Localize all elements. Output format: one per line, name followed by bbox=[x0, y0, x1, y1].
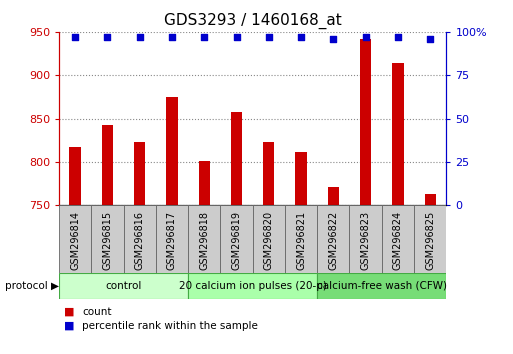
Point bbox=[71, 34, 79, 40]
Text: GSM296814: GSM296814 bbox=[70, 211, 80, 270]
Bar bbox=[414, 205, 446, 273]
Bar bbox=[349, 205, 382, 273]
Bar bbox=[360, 39, 371, 205]
Point bbox=[168, 34, 176, 40]
Bar bbox=[69, 147, 81, 205]
Bar bbox=[328, 187, 339, 205]
Bar bbox=[124, 205, 156, 273]
Bar bbox=[425, 194, 436, 205]
Text: 20 calcium ion pulses (20-p): 20 calcium ion pulses (20-p) bbox=[179, 281, 327, 291]
Point bbox=[329, 36, 338, 42]
Bar bbox=[392, 63, 404, 205]
Text: control: control bbox=[105, 281, 142, 291]
Bar bbox=[252, 205, 285, 273]
Bar bbox=[295, 153, 307, 205]
Bar bbox=[156, 205, 188, 273]
Bar bbox=[59, 205, 91, 273]
Text: ■: ■ bbox=[64, 321, 74, 331]
Point bbox=[362, 34, 370, 40]
Point bbox=[232, 34, 241, 40]
Text: calcium-free wash (CFW): calcium-free wash (CFW) bbox=[317, 281, 447, 291]
Text: protocol ▶: protocol ▶ bbox=[5, 281, 59, 291]
Text: GSM296823: GSM296823 bbox=[361, 211, 370, 270]
Bar bbox=[263, 142, 274, 205]
Bar bbox=[102, 125, 113, 205]
Point bbox=[265, 34, 273, 40]
Point bbox=[394, 34, 402, 40]
Point bbox=[103, 34, 111, 40]
Bar bbox=[199, 161, 210, 205]
Bar bbox=[317, 205, 349, 273]
Bar bbox=[188, 205, 221, 273]
Bar bbox=[285, 205, 317, 273]
Text: ■: ■ bbox=[64, 307, 74, 316]
Text: GSM296821: GSM296821 bbox=[296, 211, 306, 270]
Bar bbox=[382, 205, 414, 273]
Bar bbox=[317, 273, 446, 299]
Bar bbox=[188, 273, 317, 299]
Text: GSM296824: GSM296824 bbox=[393, 211, 403, 270]
Text: GSM296817: GSM296817 bbox=[167, 211, 177, 270]
Text: GSM296819: GSM296819 bbox=[231, 211, 242, 270]
Text: GSM296825: GSM296825 bbox=[425, 211, 435, 270]
Text: GSM296815: GSM296815 bbox=[103, 211, 112, 270]
Title: GDS3293 / 1460168_at: GDS3293 / 1460168_at bbox=[164, 13, 342, 29]
Point bbox=[297, 34, 305, 40]
Bar bbox=[231, 112, 242, 205]
Bar bbox=[91, 205, 124, 273]
Bar bbox=[166, 97, 177, 205]
Text: GSM296816: GSM296816 bbox=[135, 211, 145, 270]
Text: percentile rank within the sample: percentile rank within the sample bbox=[82, 321, 258, 331]
Bar bbox=[59, 273, 188, 299]
Text: GSM296818: GSM296818 bbox=[199, 211, 209, 270]
Text: count: count bbox=[82, 307, 112, 316]
Point bbox=[200, 34, 208, 40]
Point bbox=[426, 36, 435, 42]
Text: GSM296820: GSM296820 bbox=[264, 211, 274, 270]
Text: GSM296822: GSM296822 bbox=[328, 211, 339, 270]
Point bbox=[135, 34, 144, 40]
Bar bbox=[221, 205, 252, 273]
Bar bbox=[134, 142, 145, 205]
